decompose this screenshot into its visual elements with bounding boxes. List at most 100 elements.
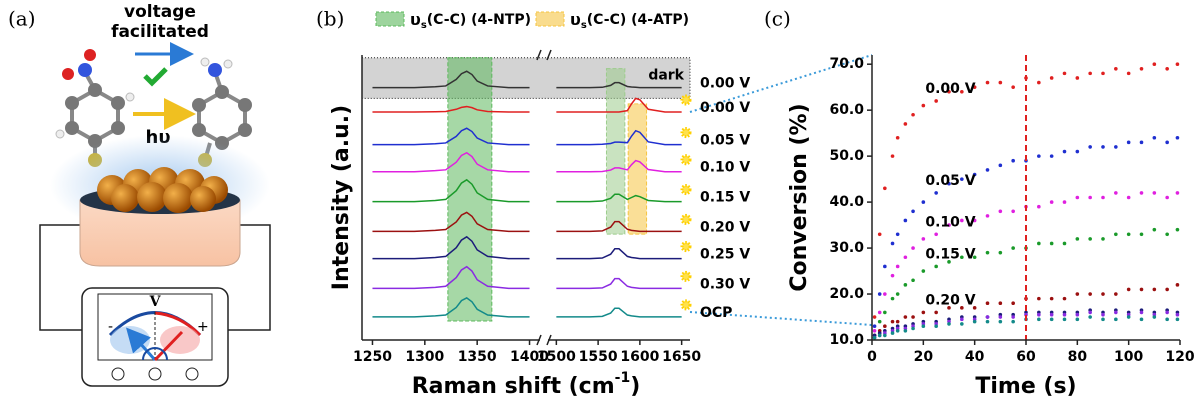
band <box>361 57 691 99</box>
point <box>1175 191 1180 195</box>
point <box>1062 296 1067 301</box>
series-label: 0.20 V <box>925 292 975 308</box>
connector <box>689 311 873 326</box>
point <box>947 322 951 326</box>
wire <box>228 224 271 331</box>
point <box>1114 191 1118 195</box>
point <box>1101 237 1105 241</box>
point <box>895 319 900 324</box>
light-icon <box>680 184 692 196</box>
x-axis-label-sup: -1 <box>615 370 631 386</box>
point <box>1175 135 1180 140</box>
point <box>1165 317 1169 322</box>
point <box>921 200 926 204</box>
point <box>877 232 882 237</box>
legend-symbol: υ <box>570 10 581 29</box>
point <box>1088 292 1092 296</box>
point <box>1139 317 1144 322</box>
axis-break <box>536 49 542 61</box>
x-tick-label: 20 <box>914 349 934 365</box>
electrode-body <box>79 199 241 267</box>
point <box>1126 287 1131 292</box>
point <box>1101 71 1105 76</box>
meter-terminal <box>111 367 125 381</box>
point <box>1114 232 1118 237</box>
point <box>1139 310 1144 315</box>
point <box>1088 195 1092 200</box>
point <box>883 310 887 315</box>
y-tick-label: 20.0 <box>829 286 864 302</box>
point <box>903 122 908 126</box>
point <box>985 80 990 85</box>
point <box>1062 241 1067 246</box>
point <box>934 310 938 315</box>
point <box>895 232 900 237</box>
point <box>1062 149 1067 154</box>
point <box>1126 71 1131 76</box>
point <box>903 255 908 260</box>
point <box>1175 227 1180 232</box>
light-icon <box>680 94 692 106</box>
point <box>985 250 990 255</box>
point <box>895 135 900 140</box>
point <box>947 306 951 310</box>
series-label: 0.15 V <box>700 190 750 206</box>
point <box>1175 312 1180 317</box>
legend-swatch <box>535 11 565 27</box>
series-label: 0.10 V <box>925 214 975 230</box>
point <box>1011 158 1015 163</box>
series-label: 0.05 V <box>700 133 750 149</box>
legend-sub: s <box>581 20 587 31</box>
point <box>1114 310 1118 315</box>
point <box>1101 145 1105 149</box>
point <box>1037 154 1041 158</box>
point <box>1088 145 1092 149</box>
glow <box>160 326 200 354</box>
y-tick-label: 30.0 <box>829 240 864 256</box>
point <box>1049 317 1054 322</box>
point <box>890 154 895 158</box>
series-label: 0.00 V <box>925 81 975 97</box>
point <box>998 315 1003 319</box>
x-axis-label: Raman shift (cm-1) <box>412 370 641 399</box>
point <box>883 324 887 329</box>
y-tick-label: 40.0 <box>829 194 864 210</box>
axis-break <box>546 334 552 346</box>
x-tick-label: 1350 <box>458 349 497 365</box>
band <box>627 103 648 235</box>
point <box>903 218 908 223</box>
x-tick-label: 1650 <box>662 349 701 365</box>
point <box>872 315 877 319</box>
point <box>1101 195 1105 200</box>
point <box>921 310 926 315</box>
point <box>960 322 964 326</box>
point <box>1152 287 1157 292</box>
x-tick-label: 1300 <box>405 349 444 365</box>
point <box>1037 80 1041 85</box>
point <box>1075 76 1080 80</box>
point <box>998 319 1003 324</box>
meter-sign: + <box>197 319 209 335</box>
point <box>998 80 1003 85</box>
point <box>1152 191 1157 195</box>
spectrum <box>556 307 682 318</box>
point <box>960 218 964 223</box>
spectrum <box>556 248 682 260</box>
legend-swatch <box>375 11 405 27</box>
point <box>911 315 915 319</box>
point <box>877 292 882 296</box>
point <box>985 315 990 319</box>
point <box>1075 292 1080 296</box>
x-tick-label: 1500 <box>537 349 576 365</box>
point <box>1088 315 1092 319</box>
series-label: 0.15 V <box>925 246 975 262</box>
y-axis-label: Conversion (%) <box>787 103 812 291</box>
point <box>1037 296 1041 301</box>
point <box>998 163 1003 168</box>
point <box>911 246 915 250</box>
point <box>985 319 990 324</box>
point <box>947 260 951 264</box>
point <box>1075 317 1080 322</box>
panel-label: (c) <box>764 7 791 31</box>
series-label: 0.00 V <box>700 100 750 116</box>
